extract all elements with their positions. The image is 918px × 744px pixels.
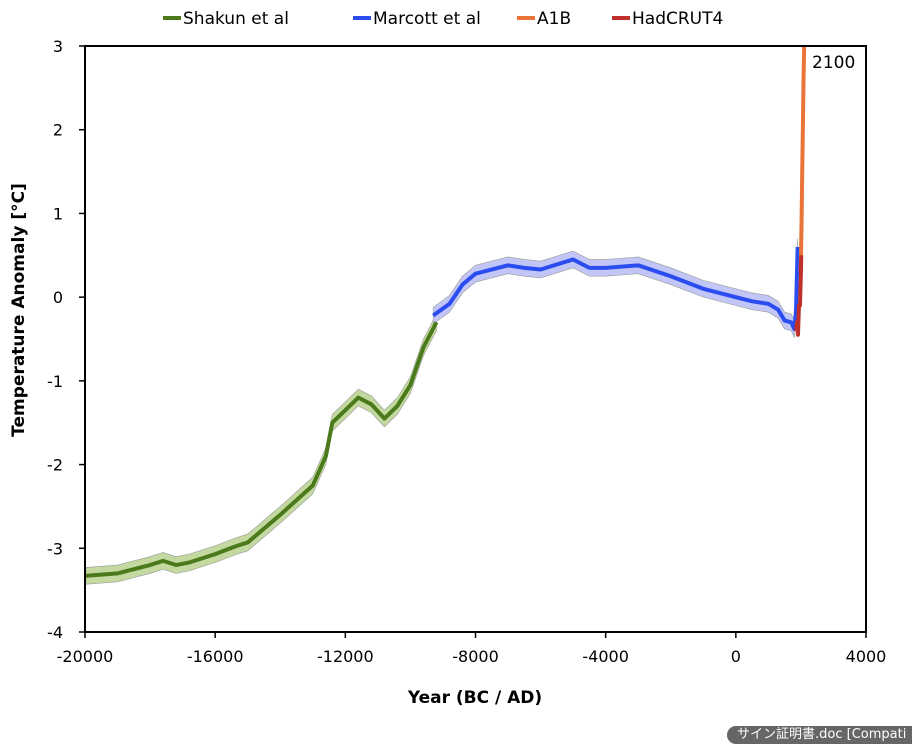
- annotation-2100: 2100: [812, 53, 855, 73]
- x-tick-label: 4000: [846, 647, 887, 666]
- legend-label-a1b: A1B: [537, 9, 571, 29]
- legend-label-hadcrut4: HadCRUT4: [632, 9, 723, 29]
- x-tick-label: -12000: [317, 647, 374, 666]
- y-tick-label: 2: [53, 121, 63, 140]
- series-hadcrut4: [794, 255, 804, 337]
- y-tick-label: -2: [47, 456, 63, 475]
- legend-label-shakun-et-al: Shakun et al: [183, 9, 289, 29]
- x-tick-label: -8000: [452, 647, 499, 666]
- x-axis-label: Year (BC / AD): [407, 688, 542, 708]
- plot-area: [84, 45, 867, 633]
- x-tick-label: -4000: [582, 647, 629, 666]
- band-marcott-et-al: [432, 238, 798, 339]
- legend: Shakun et al Marcott et al A1B HadCRUT4: [163, 9, 723, 29]
- y-axis-label: Temperature Anomaly [°C]: [9, 183, 29, 437]
- x-tick-label: -16000: [187, 647, 244, 666]
- y-tick-label: 0: [53, 288, 63, 307]
- x-tick-label: -20000: [57, 647, 114, 666]
- window-title-badge[interactable]: サイン証明書.doc [Compati: [727, 726, 913, 744]
- band-shakun-et-al: [85, 313, 437, 585]
- series-shakun-et-al: [85, 321, 439, 578]
- y-tick-label: -4: [47, 623, 63, 642]
- x-tick-label: 0: [731, 647, 741, 666]
- y-tick-label: 3: [53, 37, 63, 56]
- series-a1b: [798, 46, 807, 273]
- legend-label-marcott-et-al: Marcott et al: [373, 9, 481, 29]
- y-tick-label: 1: [53, 204, 63, 223]
- y-tick-label: -1: [47, 372, 63, 391]
- y-tick-label: -3: [47, 539, 63, 558]
- series-marcott-et-al: [432, 246, 800, 331]
